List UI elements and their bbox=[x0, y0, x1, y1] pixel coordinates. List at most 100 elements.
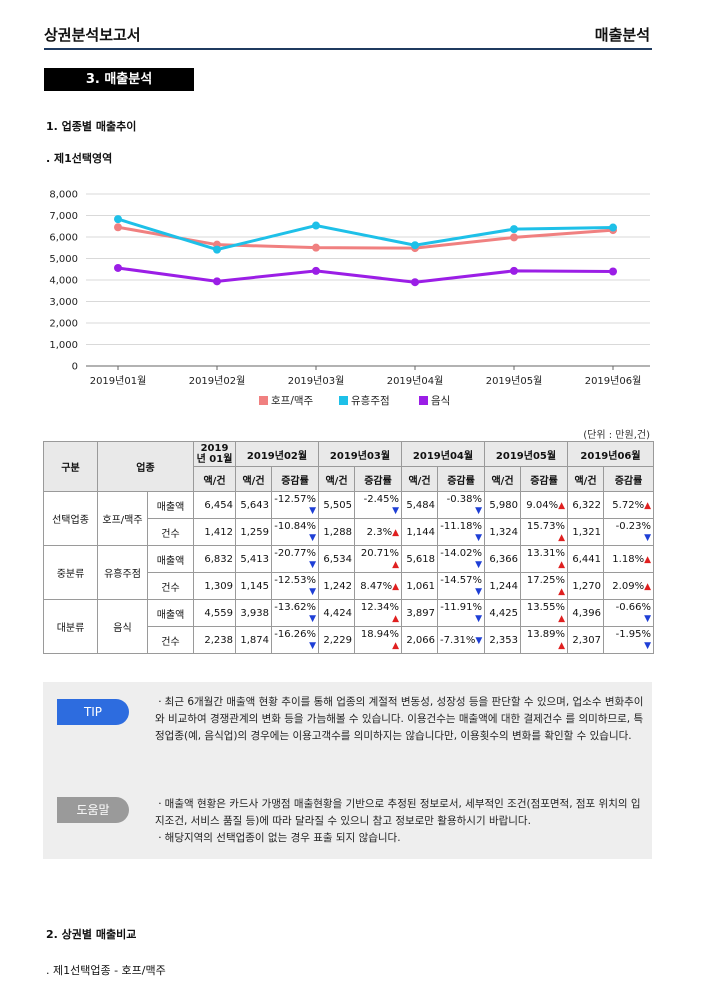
change-value: -7.31% bbox=[440, 634, 476, 646]
up-triangle-icon: ▲ bbox=[392, 581, 399, 592]
down-triangle-icon: ▼ bbox=[392, 506, 399, 516]
metric-cell: 건수 bbox=[147, 572, 194, 600]
header-month: 2019년06월 bbox=[567, 441, 654, 467]
header-month: 2019년02월 bbox=[235, 441, 319, 467]
change-value: 18.94% bbox=[360, 629, 399, 640]
change-value: 20.71% bbox=[360, 548, 399, 559]
change-value: -12.57% bbox=[274, 494, 316, 505]
legend-label: 유흥주점 bbox=[351, 394, 390, 407]
header-divider bbox=[44, 48, 652, 50]
value-cell: 5,413 bbox=[235, 545, 272, 573]
header-amt: 액/건 bbox=[235, 466, 272, 492]
change-value: 5.72% bbox=[612, 499, 645, 511]
up-triangle-icon: ▲ bbox=[392, 560, 399, 570]
value-cell: 2,238 bbox=[193, 626, 236, 654]
y-tick-label: 8,000 bbox=[49, 190, 78, 201]
change-value: -13.62% bbox=[274, 602, 316, 613]
value-cell: 6,454 bbox=[193, 491, 236, 519]
value-cell: 3,938 bbox=[235, 599, 272, 627]
change-value: 13.31% bbox=[526, 548, 565, 559]
report-title: 상권분석보고서 bbox=[44, 26, 141, 44]
header-month: 2019년04월 bbox=[401, 441, 485, 467]
header-amt: 액/건 bbox=[193, 466, 236, 492]
header-amt: 액/건 bbox=[484, 466, 521, 492]
section-header-title: 매출분석 bbox=[594, 26, 650, 44]
change-cell: 5.72%▲ bbox=[603, 491, 654, 519]
up-triangle-icon: ▲ bbox=[392, 641, 399, 651]
x-tick-label: 2019년01월 bbox=[90, 375, 147, 387]
change-value: 8.47% bbox=[360, 580, 393, 592]
table-row: 건수 1,309 1,145 -12.53% ▼ 1,242 8.47%▲ 1,061 -14.… bbox=[44, 572, 654, 600]
change-cell: -16.26% ▼ bbox=[271, 626, 319, 654]
change-cell: -12.53% ▼ bbox=[271, 572, 319, 600]
value-cell: 5,484 bbox=[401, 491, 438, 519]
value-cell: 1,145 bbox=[235, 572, 272, 600]
change-cell: -11.18% ▼ bbox=[437, 518, 485, 546]
help-badge: 도움말 bbox=[57, 797, 129, 823]
change-cell: 2.09%▲ bbox=[603, 572, 654, 600]
legend-label: 음식 bbox=[431, 395, 450, 407]
table-row: 선택업종 호프/맥주 매출액 6,454 5,643 -12.57% ▼ 5,505 -2.45… bbox=[43, 491, 654, 546]
group-cell: 대분류 bbox=[43, 599, 98, 654]
value-cell: 6,322 bbox=[567, 491, 604, 519]
metric-cell: 건수 bbox=[147, 518, 194, 546]
value-cell: 4,396 bbox=[567, 599, 604, 627]
up-triangle-icon: ▲ bbox=[392, 527, 399, 538]
up-triangle-icon: ▲ bbox=[558, 641, 565, 651]
table-row: 중분류 유흥주점 매출액 6,832 5,413 -20.77% ▼ 6,534 20.71% ▲… bbox=[43, 545, 654, 600]
value-cell: 1,412 bbox=[193, 518, 236, 546]
value-cell: 1,242 bbox=[318, 572, 355, 600]
header-chg: 증감률 bbox=[603, 466, 654, 492]
data-point bbox=[510, 266, 518, 275]
data-point bbox=[312, 266, 320, 275]
header-biz: 업종 bbox=[97, 441, 194, 492]
change-value: 15.73% bbox=[526, 521, 565, 532]
change-value: 12.34% bbox=[360, 602, 399, 613]
value-cell: 1,144 bbox=[401, 518, 438, 546]
data-point bbox=[312, 243, 320, 252]
subsection-title: 2. 상권별 매출비교 bbox=[46, 928, 137, 941]
down-triangle-icon: ▼ bbox=[644, 533, 651, 543]
up-triangle-icon: ▲ bbox=[644, 500, 651, 511]
value-cell: 1,244 bbox=[484, 572, 521, 600]
change-cell: -7.31%▼ bbox=[437, 626, 485, 654]
tip-text: ㆍ최근 6개월간 매출액 현황 추이를 통해 업종의 계절적 변동성, 성장성 … bbox=[155, 696, 644, 742]
change-cell: 12.34% ▲ bbox=[354, 599, 402, 627]
data-point bbox=[609, 223, 617, 232]
change-value: -20.77% bbox=[274, 548, 316, 559]
tip-badge: TIP bbox=[57, 699, 129, 725]
value-cell: 3,897 bbox=[401, 599, 438, 627]
y-tick-label: 5,000 bbox=[49, 254, 78, 265]
header-month: 2019년 01월 bbox=[193, 441, 236, 467]
up-triangle-icon: ▲ bbox=[558, 587, 565, 597]
change-cell: -14.57% ▼ bbox=[437, 572, 485, 600]
header-month: 2019년03월 bbox=[318, 441, 402, 467]
data-point bbox=[114, 223, 122, 232]
change-cell: 9.04%▲ bbox=[520, 491, 568, 519]
series-line bbox=[117, 266, 614, 284]
metric-cell: 매출액 bbox=[147, 491, 194, 519]
up-triangle-icon: ▲ bbox=[392, 614, 399, 624]
chart-subtitle: . 제1선택영역 bbox=[46, 152, 113, 165]
biz-cell: 음식 bbox=[97, 599, 148, 654]
value-cell: 5,980 bbox=[484, 491, 521, 519]
sales-table: 구분 업종 2019년 01월 2019년02월 2019년03월 2019년0… bbox=[43, 441, 654, 654]
down-triangle-icon: ▼ bbox=[309, 533, 316, 543]
change-cell: -10.84% ▼ bbox=[271, 518, 319, 546]
legend-swatch bbox=[339, 396, 348, 405]
y-tick-label: 6,000 bbox=[49, 233, 78, 244]
change-cell: -0.66% ▼ bbox=[603, 599, 654, 627]
table-row: 건수 2,238 1,874 -16.26% ▼ 2,229 18.94% ▲ 2,066 -7.… bbox=[44, 626, 654, 654]
change-cell: -20.77% ▼ bbox=[271, 545, 319, 573]
header-amt: 액/건 bbox=[401, 466, 438, 492]
help-line: ㆍ매출액 현황은 카드사 가맹점 매출현황을 기반으로 추정된 정보로서, 세부… bbox=[155, 798, 641, 827]
metric-cell: 매출액 bbox=[147, 545, 194, 573]
data-point bbox=[114, 215, 122, 224]
value-cell: 6,366 bbox=[484, 545, 521, 573]
section-title-box: 3. 매출분석 bbox=[44, 68, 194, 91]
change-value: 2.3% bbox=[366, 526, 393, 538]
value-cell: 1,321 bbox=[567, 518, 604, 546]
value-cell: 2,353 bbox=[484, 626, 521, 654]
value-cell: 1,309 bbox=[193, 572, 236, 600]
change-cell: -0.23% ▼ bbox=[603, 518, 654, 546]
